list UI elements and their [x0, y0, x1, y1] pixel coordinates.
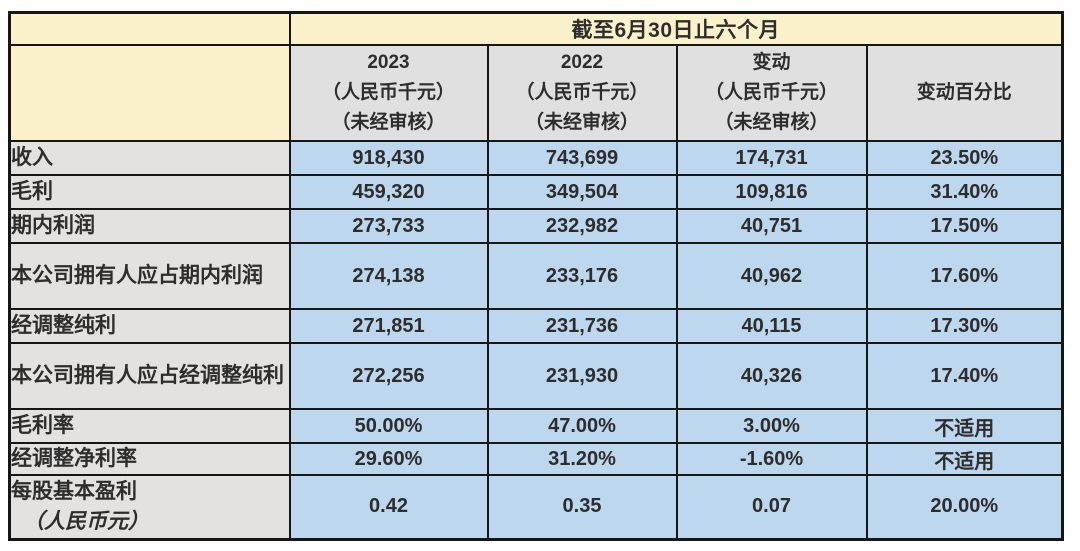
row-label-sub-unit: （人民币元） [23, 509, 149, 533]
column-header-change-unit: （人民币千元） [704, 82, 838, 103]
column-header-change-pct-title: 变动百分比 [916, 82, 1012, 103]
financial-summary-table-wrap: 截至6月30日止六个月 2023 （人民币千元） （未经审核） 2022 （人民… [8, 11, 1064, 541]
value-change: 174,731 [675, 140, 868, 176]
column-header-2022-unaudited: （未经审核） [524, 112, 639, 133]
value-2023: 918,430 [288, 140, 489, 176]
value-change-pct: 17.30% [865, 308, 1064, 344]
value-2022: 0.35 [486, 474, 678, 540]
column-header-2023-year: 2023 [367, 52, 410, 73]
column-header-change-title: 变动 [752, 52, 791, 73]
row-label: 本公司拥有人应占期内利润 [8, 242, 291, 310]
value-2022: 47.00% [486, 408, 678, 444]
value-change: 40,115 [675, 308, 868, 344]
row-label: 毛利 [8, 174, 291, 210]
column-header-2022: 2022 （人民币千元） （未经审核） [486, 44, 678, 142]
table-row-gross-profit: 毛利 459,320 349,504 109,816 31.40% [8, 174, 1064, 210]
value-2023: 29.60% [288, 442, 489, 476]
value-2022: 31.20% [486, 442, 678, 476]
row-label: 期内利润 [8, 208, 291, 244]
row-label: 收入 [8, 140, 291, 176]
column-header-2023: 2023 （人民币千元） （未经审核） [288, 44, 489, 142]
value-2023: 274,138 [288, 242, 489, 310]
value-change-pct: 23.50% [865, 140, 1064, 176]
row-label-main: 每股基本盈利 [11, 479, 138, 503]
value-change-pct: 31.40% [865, 174, 1064, 210]
label-column-header-empty [8, 44, 291, 142]
value-change: 3.00% [675, 408, 868, 444]
table-row-revenue: 收入 918,430 743,699 174,731 23.50% [8, 140, 1064, 176]
row-label: 本公司拥有人应占经调整纯利 [8, 342, 291, 410]
value-change-pct: 17.40% [865, 342, 1064, 410]
column-header-change: 变动 （人民币千元） （未经审核） [675, 44, 868, 142]
value-2022: 349,504 [486, 174, 678, 210]
value-2023: 459,320 [288, 174, 489, 210]
value-2023: 272,256 [288, 342, 489, 410]
table-row-adjusted-net-margin: 经调整净利率 29.60% 31.20% -1.60% 不适用 [8, 442, 1064, 476]
value-2022: 231,736 [486, 308, 678, 344]
value-change-pct: 17.60% [865, 242, 1064, 310]
financial-summary-table: 截至6月30日止六个月 2023 （人民币千元） （未经审核） 2022 （人民… [8, 11, 1064, 541]
value-change-pct: 不适用 [865, 408, 1064, 444]
value-change: 40,962 [675, 242, 868, 310]
value-change: 40,326 [675, 342, 868, 410]
column-header-change-unaudited: （未经审核） [714, 112, 829, 133]
column-header-row: 2023 （人民币千元） （未经审核） 2022 （人民币千元） （未经审核） … [8, 44, 1064, 142]
value-change: 40,751 [675, 208, 868, 244]
value-2022: 233,176 [486, 242, 678, 310]
table-row-profit-for-period: 期内利润 273,733 232,982 40,751 17.50% [8, 208, 1064, 244]
value-change-pct: 不适用 [865, 442, 1064, 476]
value-2022: 743,699 [486, 140, 678, 176]
row-label: 经调整纯利 [8, 308, 291, 344]
value-2022: 232,982 [486, 208, 678, 244]
column-header-change-pct: 变动百分比 [865, 44, 1064, 142]
value-2023: 271,851 [288, 308, 489, 344]
period-header: 截至6月30日止六个月 [288, 11, 1064, 46]
value-2022: 231,930 [486, 342, 678, 410]
column-header-2023-unit: （人民币千元） [321, 82, 455, 103]
value-change: 109,816 [675, 174, 868, 210]
value-change-pct: 17.50% [865, 208, 1064, 244]
row-label: 毛利率 [8, 408, 291, 444]
column-header-2022-year: 2022 [560, 52, 604, 73]
table-row-profit-attributable-owners: 本公司拥有人应占期内利润 274,138 233,176 40,962 17.6… [8, 242, 1064, 310]
table-row-basic-eps: 每股基本盈利 （人民币元） 0.42 0.35 0.07 20.00% [8, 474, 1064, 540]
period-header-row: 截至6月30日止六个月 [8, 11, 1064, 46]
row-label: 经调整净利率 [8, 442, 291, 476]
value-2023: 273,733 [288, 208, 489, 244]
corner-empty-cell [8, 11, 291, 46]
table-row-adjusted-net-profit: 经调整纯利 271,851 231,736 40,115 17.30% [8, 308, 1064, 344]
value-change-pct: 20.00% [865, 474, 1064, 540]
column-header-2022-unit: （人民币千元） [515, 82, 649, 103]
table-row-gross-margin: 毛利率 50.00% 47.00% 3.00% 不适用 [8, 408, 1064, 444]
value-2023: 50.00% [288, 408, 489, 444]
column-header-2023-unaudited: （未经审核） [331, 112, 446, 133]
row-label: 每股基本盈利 （人民币元） [8, 474, 291, 540]
value-change: -1.60% [675, 442, 868, 476]
value-2023: 0.42 [288, 474, 489, 540]
table-row-adjusted-net-profit-attributable-owners: 本公司拥有人应占经调整纯利 272,256 231,930 40,326 17.… [8, 342, 1064, 410]
value-change: 0.07 [675, 474, 868, 540]
